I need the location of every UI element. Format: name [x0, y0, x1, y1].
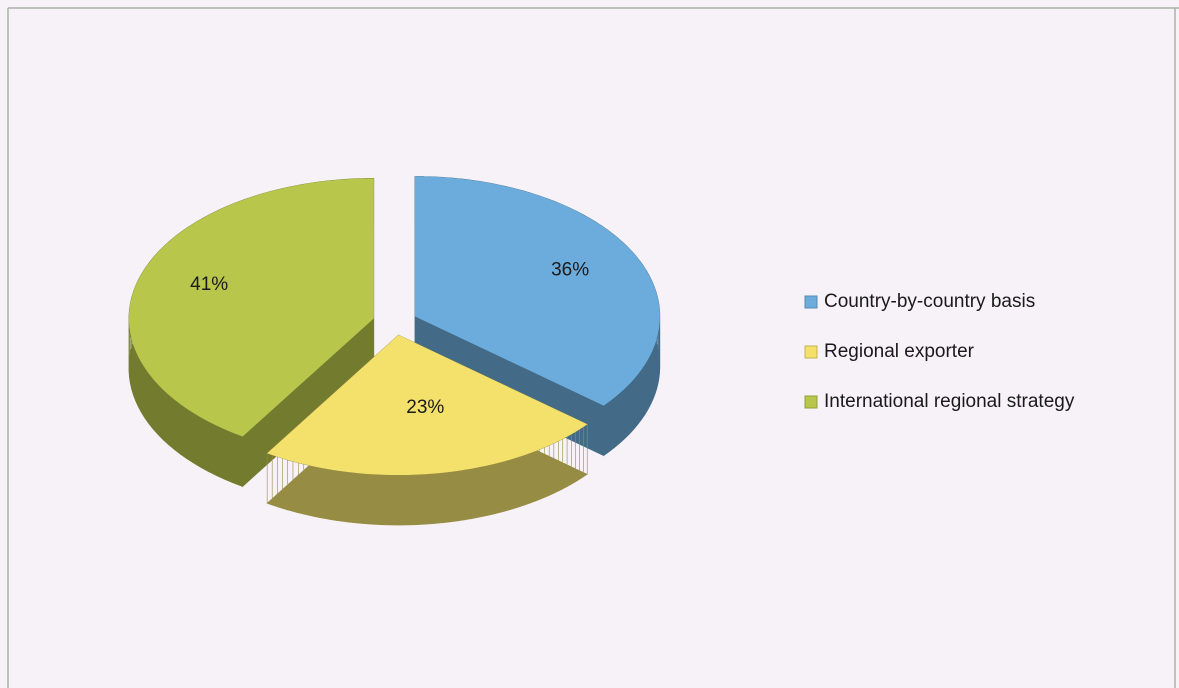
legend-label: Regional exporter: [824, 341, 975, 362]
legend-swatch: [804, 395, 818, 409]
legend-swatch: [804, 345, 818, 359]
legend-swatch: [804, 295, 818, 309]
data-label: 41%: [190, 274, 228, 295]
slice: [414, 176, 660, 406]
slice: [267, 335, 588, 476]
slice: [128, 178, 374, 437]
legend-label: Country-by-country basis: [824, 291, 1035, 312]
legend-label: International regional strategy: [824, 391, 1075, 412]
data-label: 23%: [406, 397, 444, 418]
data-label: 36%: [551, 260, 589, 281]
